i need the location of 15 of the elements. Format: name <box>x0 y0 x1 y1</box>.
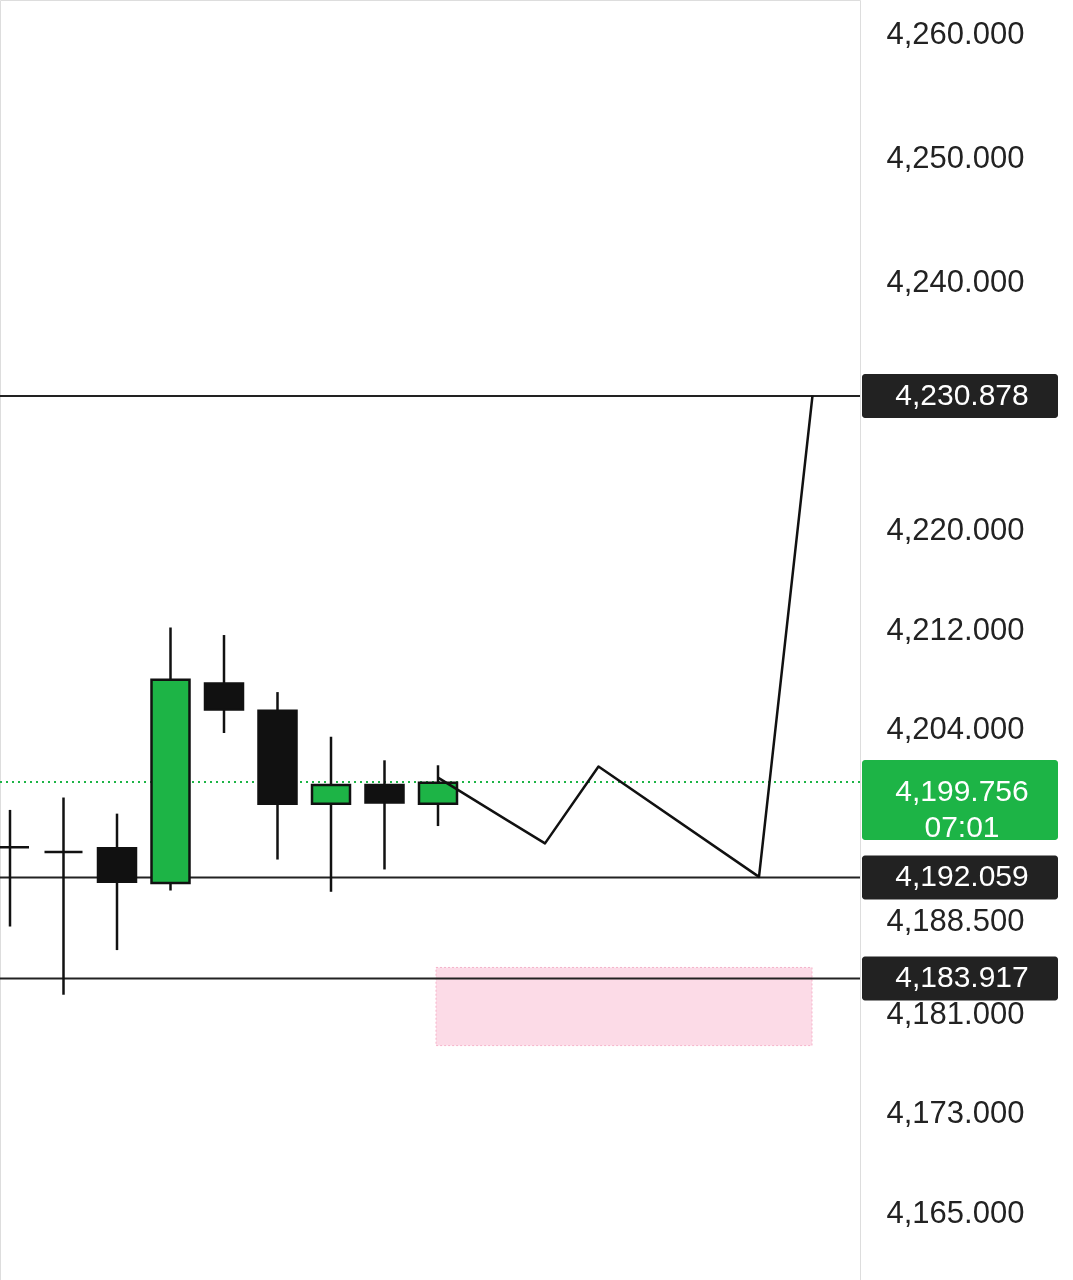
y-tick-label: 4,240.000 <box>886 264 1025 300</box>
y-tick-label: 4,250.000 <box>886 140 1025 176</box>
ref-line-label: 4,183.917 <box>895 960 1029 994</box>
y-tick-label: 4,181.000 <box>886 996 1025 1032</box>
y-tick-label: 4,173.000 <box>886 1095 1025 1131</box>
y-tick-label: 4,188.500 <box>886 903 1025 939</box>
ref-line-label: 4,192.059 <box>895 859 1029 893</box>
ref-line-label: 4,199.756 07:01 <box>895 773 1029 843</box>
y-tick-label: 4,212.000 <box>886 611 1025 647</box>
candlestick <box>43 796 84 996</box>
ref-line-label: 4,230.878 <box>895 377 1029 411</box>
y-tick-label: 4,260.000 <box>886 16 1025 52</box>
y-tick-label: 4,220.000 <box>886 512 1025 548</box>
y-tick-label: 4,165.000 <box>886 1194 1025 1230</box>
y-tick-label: 4,204.000 <box>886 710 1025 746</box>
